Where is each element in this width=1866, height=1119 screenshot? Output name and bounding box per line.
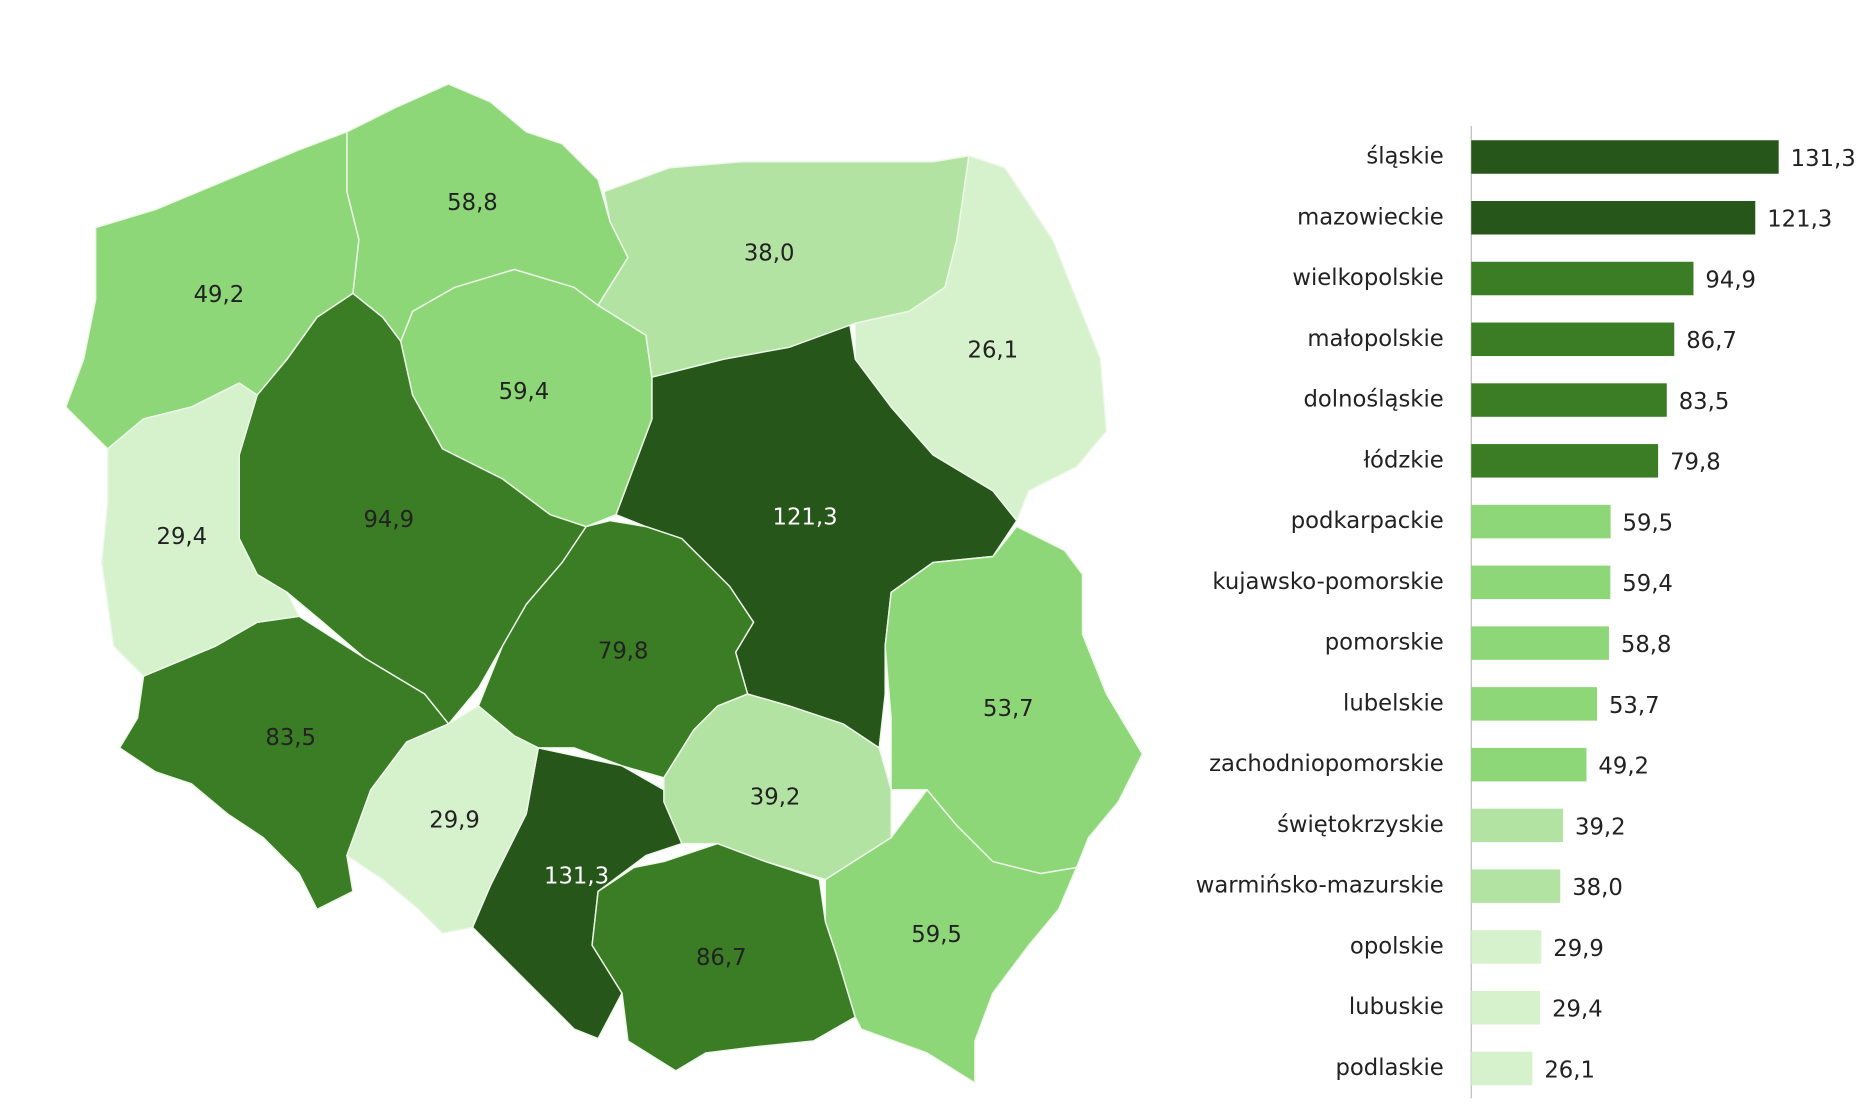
value-label: 38,0 [1572, 875, 1623, 901]
region [854, 154, 1108, 523]
region [64, 130, 360, 450]
region-label: 39,2 [750, 785, 801, 811]
category-label: kujawsko-pomorskie [1212, 569, 1443, 595]
category-label: łódzkie [1364, 447, 1444, 473]
value-label: 59,5 [1623, 510, 1674, 536]
region-label: 49,2 [194, 282, 245, 308]
value-label: 94,9 [1705, 267, 1756, 293]
category-label: świętokrzyskie [1277, 812, 1444, 838]
value-label: 29,9 [1553, 936, 1604, 962]
category-label: opolskie [1350, 933, 1444, 959]
category-label: dolnośląskie [1303, 387, 1443, 413]
value-label: 49,2 [1598, 754, 1649, 780]
value-label: 79,8 [1670, 450, 1721, 476]
region-label: 29,4 [157, 524, 208, 550]
bar [1471, 201, 1756, 235]
region-label: 121,3 [772, 505, 837, 531]
category-label: warmińsko-mazurskie [1196, 873, 1444, 899]
region-label: 86,7 [696, 945, 747, 971]
bar [1471, 1051, 1533, 1086]
category-label: wielkopolskie [1292, 265, 1443, 291]
value-label: 39,2 [1575, 814, 1626, 840]
region-label: 58,8 [447, 190, 498, 216]
region-label: 94,9 [363, 507, 414, 533]
bar [1471, 140, 1779, 174]
category-label: podlaskie [1335, 1055, 1443, 1081]
region-label: 83,5 [265, 725, 316, 751]
region [346, 83, 629, 343]
category-label: mazowieckie [1297, 204, 1444, 230]
value-label: 26,1 [1544, 1057, 1595, 1083]
region [118, 615, 450, 911]
region-label: 79,8 [598, 639, 649, 665]
bar [1471, 990, 1541, 1025]
value-label: 58,8 [1621, 632, 1672, 658]
region [100, 382, 301, 677]
bar [1471, 444, 1659, 478]
bar [1471, 687, 1597, 721]
bar [1471, 869, 1561, 903]
value-label: 53,7 [1609, 693, 1660, 719]
bar [1471, 261, 1694, 296]
value-label: 83,5 [1679, 389, 1730, 415]
value-label: 29,4 [1552, 997, 1603, 1023]
region-label: 38,0 [744, 240, 795, 266]
region-label: 59,4 [499, 379, 550, 405]
value-label: 86,7 [1686, 328, 1737, 354]
value-label: 59,4 [1622, 571, 1673, 597]
value-label: 131,3 [1791, 146, 1856, 172]
category-label: zachodniopomorskie [1209, 751, 1444, 777]
bar [1471, 930, 1542, 964]
value-label: 121,3 [1767, 207, 1832, 233]
bar [1471, 747, 1587, 782]
category-label: małopolskie [1307, 326, 1443, 352]
category-label: lubuskie [1349, 994, 1444, 1020]
category-label: pomorskie [1325, 630, 1444, 656]
bar [1471, 565, 1611, 600]
region [663, 693, 892, 881]
region [346, 705, 540, 935]
category-label: śląskie [1366, 143, 1443, 169]
region-label: 131,3 [544, 864, 609, 890]
region [884, 525, 1144, 875]
map: 131,3 121,3 94,9 86,7 83,5 79,8 59,5 59,4 58,8 53… [64, 83, 1144, 1085]
category-label: lubelskie [1343, 690, 1444, 716]
bar [1471, 626, 1609, 660]
region-label: 26,1 [968, 337, 1019, 363]
bar-chart: śląskie 131,3 mazowieckie 121,3 wielkopolski… [1196, 125, 1856, 1099]
bar [1471, 322, 1675, 357]
bar [1471, 808, 1564, 843]
region-label: 29,9 [429, 807, 480, 833]
category-label: podkarpackie [1291, 508, 1444, 534]
region-label: 59,5 [911, 922, 962, 948]
region-label: 53,7 [983, 696, 1034, 722]
region [591, 842, 857, 1072]
bar [1471, 383, 1667, 417]
bar [1471, 504, 1611, 539]
